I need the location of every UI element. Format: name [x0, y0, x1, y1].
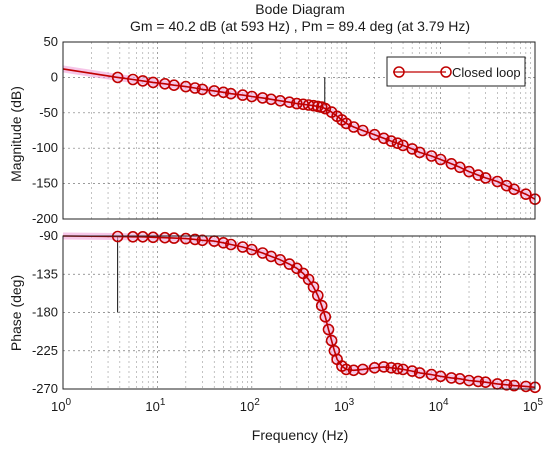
magnitude-data-point	[147, 76, 159, 89]
legend-marker-left	[393, 66, 405, 78]
phase-y-tick-label: -135	[32, 266, 58, 281]
phase-data-point	[189, 233, 201, 246]
magnitude-y-tick-label: -150	[32, 176, 58, 191]
magnitude-data-point	[508, 183, 520, 196]
phase-data-point	[385, 361, 398, 374]
magnitude-data-point	[256, 92, 269, 104]
phase-data-point	[225, 238, 237, 251]
chart-subtitle: Gm = 40.2 dB (at 593 Hz) , Pm = 89.4 deg…	[130, 18, 470, 34]
phase-axis-label: Phase (deg)	[8, 275, 24, 351]
phase-y-tick-label: -90	[39, 228, 58, 243]
phase-data-point	[274, 253, 287, 266]
magnitude-data-point	[196, 83, 209, 96]
x-axis-label: Frequency (Hz)	[252, 427, 348, 443]
phase-y-tick-label: -270	[32, 381, 58, 396]
phase-data-point	[315, 299, 328, 312]
magnitude-data-point	[246, 90, 258, 103]
x-tick-label: 100	[51, 397, 71, 414]
legend-entry-closed-loop: Closed loop	[452, 65, 521, 80]
phase-data-point	[325, 334, 338, 347]
x-tick-label: 102	[240, 397, 260, 414]
phase-data-point	[391, 362, 404, 375]
phase-data-point	[508, 379, 520, 392]
magnitude-data-point	[454, 161, 466, 174]
phase-data-point	[472, 375, 485, 388]
phase-data-point	[377, 361, 390, 373]
magnitude-data-point	[472, 169, 485, 181]
magnitude-data-point	[385, 135, 398, 147]
magnitude-data-point	[217, 86, 230, 99]
magnitude-axes-frame	[62, 41, 536, 220]
phase-data-point	[500, 378, 513, 391]
x-tick-label: 105	[523, 397, 543, 414]
phase-data-point	[347, 364, 360, 377]
magnitude-axis-label: Magnitude (dB)	[8, 86, 24, 182]
x-tick-label: 101	[145, 397, 165, 414]
x-tick-label: 104	[429, 397, 449, 414]
magnitude-data-point	[311, 100, 324, 113]
magnitude-y-tick-label: -200	[32, 211, 58, 226]
magnitude-data-point	[377, 132, 390, 145]
magnitude-y-tick-label: -100	[32, 140, 58, 155]
magnitude-data-point	[225, 87, 237, 100]
phase-data-point	[406, 365, 419, 377]
magnitude-data-point	[391, 137, 404, 149]
magnitude-y-tick-label: 50	[44, 34, 58, 49]
phase-data-point	[246, 243, 258, 256]
phase-data-point	[445, 372, 458, 384]
magnitude-data-point	[319, 102, 332, 115]
phase-data-point	[319, 310, 332, 323]
x-tick-label: 103	[334, 397, 354, 414]
phase-data-point	[147, 231, 159, 244]
magnitude-data-point	[283, 96, 296, 108]
magnitude-data-point	[189, 82, 201, 94]
phase-data-point	[311, 289, 324, 302]
phase-data-point	[196, 234, 209, 247]
phase-data-point	[168, 232, 180, 244]
magnitude-data-point	[413, 146, 426, 159]
phase-y-tick-label: -225	[32, 343, 58, 358]
phase-data-point	[159, 231, 171, 244]
x-axis-ticks: 100 101 102 103 104 105	[51, 397, 543, 414]
magnitude-data-point	[168, 79, 180, 91]
magnitude-data-point	[290, 97, 303, 110]
phase-panel: -90 -135 -180 -225 -270	[32, 228, 541, 396]
magnitude-y-tick-label: 0	[51, 69, 58, 84]
phase-data-point	[520, 380, 532, 393]
magnitude-data-point	[111, 71, 124, 84]
phase-data-point	[356, 363, 369, 376]
magnitude-data-point	[434, 153, 447, 166]
phase-data-point	[340, 363, 353, 376]
phase-data-point	[322, 323, 335, 336]
phase-axes-frame	[62, 235, 536, 390]
phase-y-tick-label: -180	[32, 305, 58, 320]
phase-data-point	[479, 376, 492, 389]
magnitude-y-tick-label: -50	[39, 105, 58, 120]
magnitude-data-point	[307, 99, 320, 112]
magnitude-data-point	[356, 124, 369, 137]
magnitude-data-point	[491, 175, 504, 188]
magnitude-data-point	[520, 188, 532, 200]
magnitude-data-point	[479, 172, 492, 184]
legend-marker-right	[440, 66, 452, 78]
phase-data-point	[434, 370, 447, 383]
legend: Closed loop	[386, 56, 526, 87]
phase-data-point	[217, 237, 230, 249]
phase-data-point	[413, 367, 426, 379]
chart-title: Bode Diagram	[255, 1, 345, 17]
